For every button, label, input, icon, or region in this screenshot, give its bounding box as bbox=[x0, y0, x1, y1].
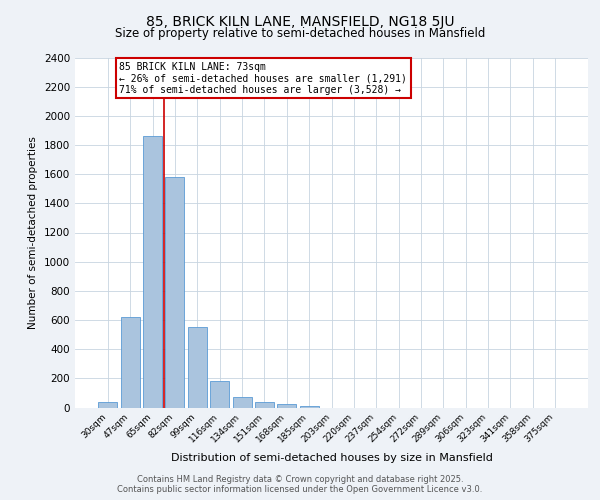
Bar bbox=[143, 136, 162, 407]
Y-axis label: Number of semi-detached properties: Number of semi-detached properties bbox=[28, 136, 38, 329]
Text: Size of property relative to semi-detached houses in Mansfield: Size of property relative to semi-detach… bbox=[115, 26, 485, 40]
Text: Contains HM Land Registry data © Crown copyright and database right 2025.
Contai: Contains HM Land Registry data © Crown c… bbox=[118, 474, 482, 494]
Bar bbox=[210, 380, 229, 407]
Bar bbox=[233, 398, 251, 407]
Bar bbox=[277, 404, 296, 407]
Bar bbox=[98, 402, 118, 407]
Text: 85, BRICK KILN LANE, MANSFIELD, NG18 5JU: 85, BRICK KILN LANE, MANSFIELD, NG18 5JU bbox=[146, 15, 454, 29]
Bar bbox=[121, 317, 140, 408]
Bar bbox=[299, 406, 319, 407]
Bar bbox=[188, 328, 207, 407]
X-axis label: Distribution of semi-detached houses by size in Mansfield: Distribution of semi-detached houses by … bbox=[170, 453, 493, 463]
Bar bbox=[255, 402, 274, 407]
Text: 85 BRICK KILN LANE: 73sqm
← 26% of semi-detached houses are smaller (1,291)
71% : 85 BRICK KILN LANE: 73sqm ← 26% of semi-… bbox=[119, 62, 407, 95]
Bar bbox=[166, 177, 184, 408]
